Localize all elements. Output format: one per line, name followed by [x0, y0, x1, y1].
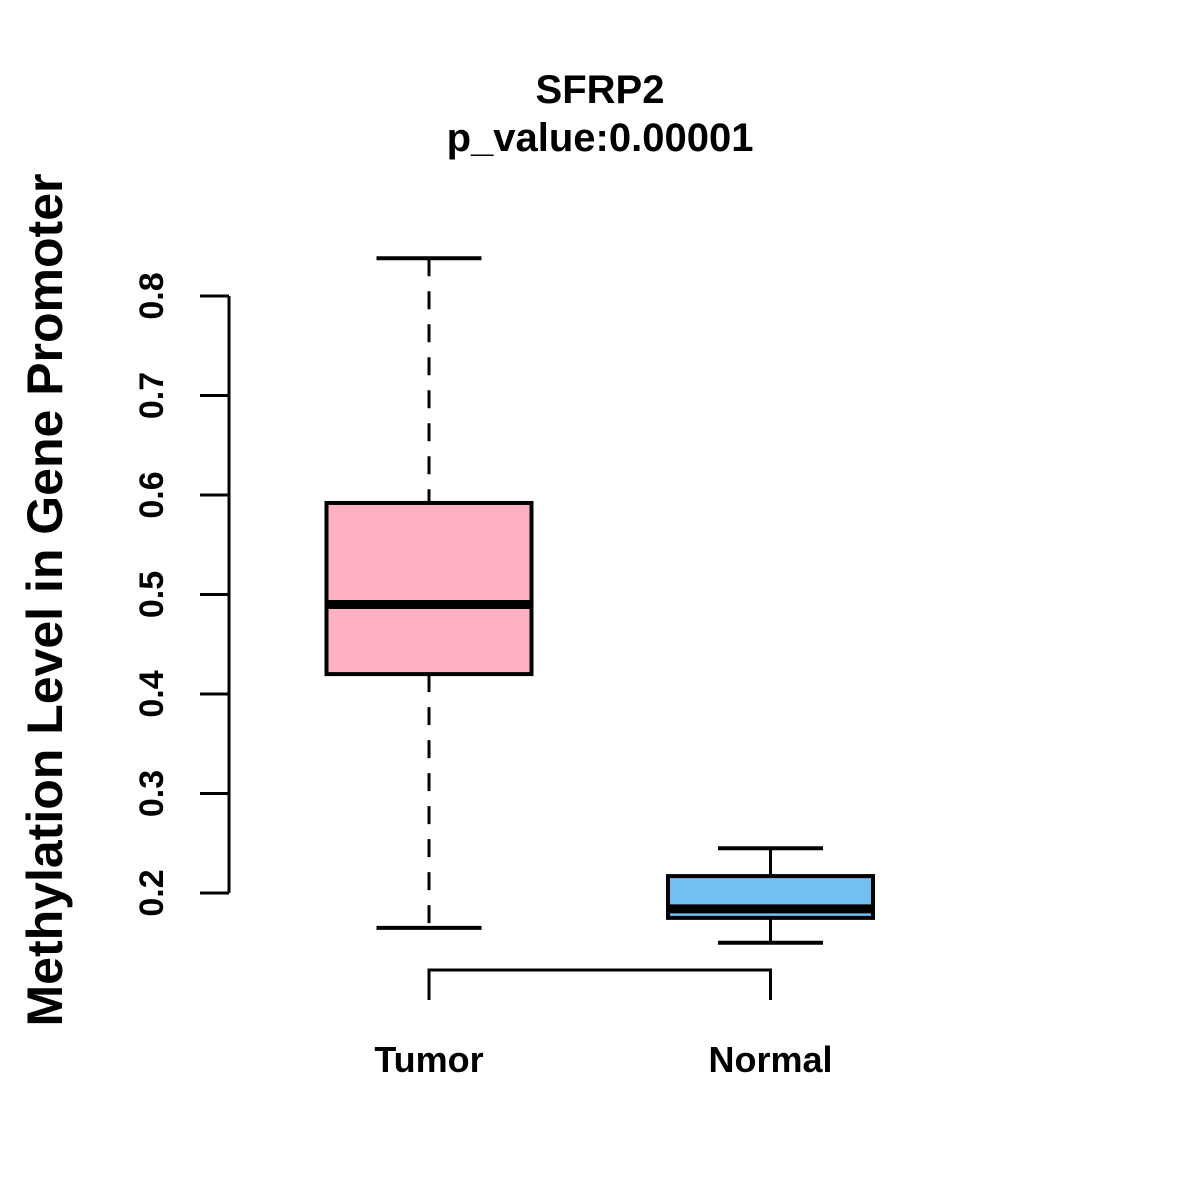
y-tick-label: 0.4: [133, 670, 171, 717]
tumor-box: [324, 500, 534, 677]
p-value-subtitle: p_value:0.00001: [446, 116, 754, 160]
y-tick-label: 0.8: [133, 272, 171, 319]
y-tick-label: 0.6: [133, 471, 171, 518]
y-tick-label: 0.7: [133, 372, 171, 419]
y-tick-label: 0.3: [133, 770, 171, 817]
y-tick-label: 0.2: [133, 869, 171, 916]
category-label-normal: Normal: [708, 1039, 832, 1080]
x-axis-bracket: [427, 968, 772, 1000]
y-tick-label: 0.5: [133, 571, 171, 618]
chart-title: SFRP2: [535, 68, 665, 112]
category-label-tumor: Tumor: [374, 1039, 483, 1080]
